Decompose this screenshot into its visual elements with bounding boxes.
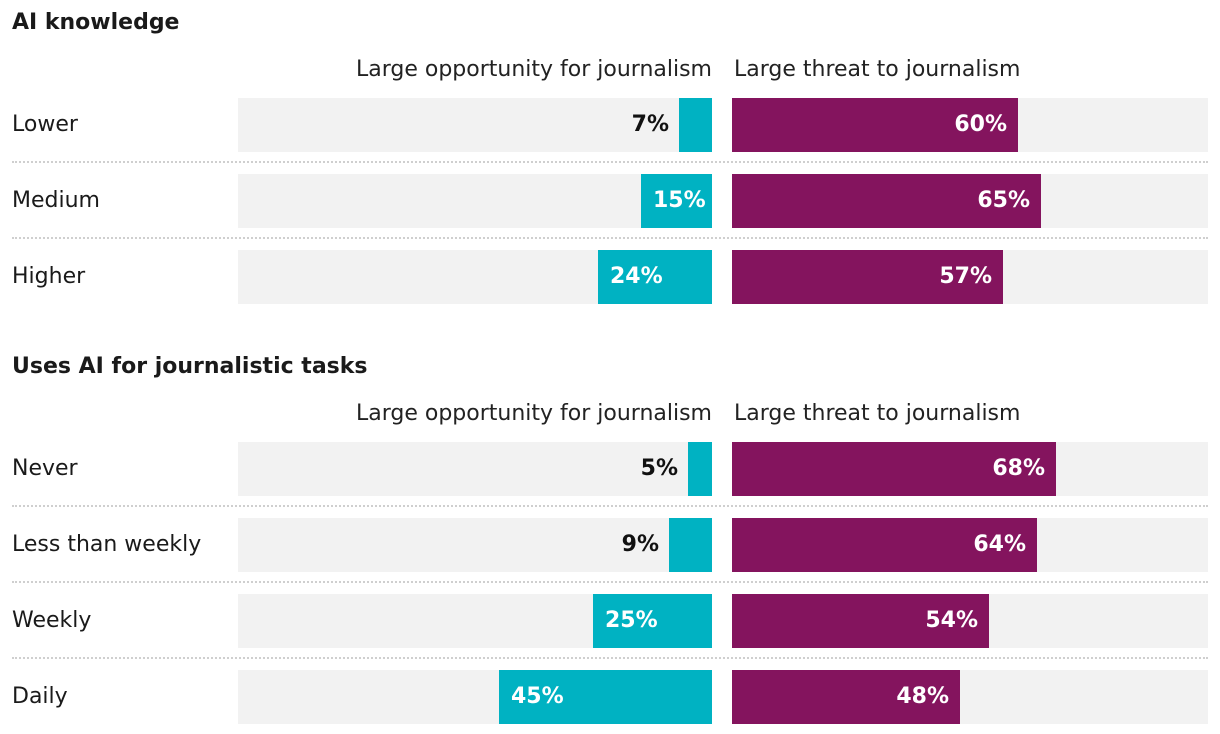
value-label-threat: 60% — [954, 112, 1007, 137]
bar-opportunity — [669, 518, 712, 572]
track-opportunity: 25% — [238, 594, 712, 648]
track-threat: 68% — [732, 442, 1208, 496]
value-label-threat: 68% — [992, 456, 1045, 481]
chart-row: Higher 24% 57% — [0, 250, 1220, 304]
row-divider — [12, 237, 1208, 239]
value-label-opportunity: 7% — [631, 112, 669, 137]
row-divider — [12, 505, 1208, 507]
value-label-threat: 65% — [977, 188, 1030, 213]
bar-opportunity — [679, 98, 712, 152]
value-label-opportunity: 5% — [640, 456, 678, 481]
bar-threat — [732, 670, 960, 724]
track-threat: 64% — [732, 518, 1208, 572]
track-opportunity: 15% — [238, 174, 712, 228]
track-threat: 57% — [732, 250, 1208, 304]
chart-row: Medium 15% 65% — [0, 174, 1220, 228]
row-label: Less than weekly — [12, 532, 202, 557]
column-header-threat: Large threat to journalism — [734, 401, 1021, 426]
value-label-opportunity: 25% — [605, 608, 658, 633]
track-threat: 65% — [732, 174, 1208, 228]
track-threat: 48% — [732, 670, 1208, 724]
row-label: Medium — [12, 188, 100, 213]
track-opportunity: 7% — [238, 98, 712, 152]
row-divider — [12, 657, 1208, 659]
chart-row: Lower 7% 60% — [0, 98, 1220, 152]
value-label-opportunity: 24% — [610, 264, 663, 289]
chart-row: Never 5% 68% — [0, 442, 1220, 496]
track-opportunity: 24% — [238, 250, 712, 304]
bar-opportunity — [688, 442, 712, 496]
chart-row: Weekly 25% 54% — [0, 594, 1220, 648]
value-label-threat: 57% — [939, 264, 992, 289]
bar-opportunity — [641, 174, 712, 228]
column-header-opportunity: Large opportunity for journalism — [355, 401, 712, 426]
track-threat: 54% — [732, 594, 1208, 648]
value-label-threat: 64% — [973, 532, 1026, 557]
value-label-threat: 48% — [896, 684, 949, 709]
bar-opportunity — [499, 670, 712, 724]
chart-row: Less than weekly 9% 64% — [0, 518, 1220, 572]
bar-threat — [732, 98, 1018, 152]
row-label: Lower — [12, 112, 78, 137]
bar-opportunity — [598, 250, 712, 304]
track-threat: 60% — [732, 98, 1208, 152]
row-label: Weekly — [12, 608, 92, 633]
row-label: Daily — [12, 684, 68, 709]
row-label: Higher — [12, 264, 86, 289]
bar-threat — [732, 442, 1056, 496]
column-header-threat: Large threat to journalism — [734, 57, 1021, 82]
track-opportunity: 5% — [238, 442, 712, 496]
value-label-opportunity: 45% — [511, 684, 564, 709]
track-opportunity: 9% — [238, 518, 712, 572]
section-title: AI knowledge — [12, 10, 180, 35]
row-label: Never — [12, 456, 78, 481]
track-opportunity: 45% — [238, 670, 712, 724]
row-divider — [12, 161, 1208, 163]
value-label-opportunity: 9% — [621, 532, 659, 557]
row-divider — [12, 581, 1208, 583]
column-header-opportunity: Large opportunity for journalism — [355, 57, 712, 82]
bar-threat — [732, 174, 1041, 228]
value-label-threat: 54% — [925, 608, 978, 633]
bar-opportunity — [593, 594, 712, 648]
bar-threat — [732, 250, 1003, 304]
bar-threat — [732, 518, 1037, 572]
bar-threat — [732, 594, 989, 648]
chart-row: Daily 45% 48% — [0, 670, 1220, 724]
section-title: Uses AI for journalistic tasks — [12, 354, 368, 379]
value-label-opportunity: 15% — [653, 188, 706, 213]
